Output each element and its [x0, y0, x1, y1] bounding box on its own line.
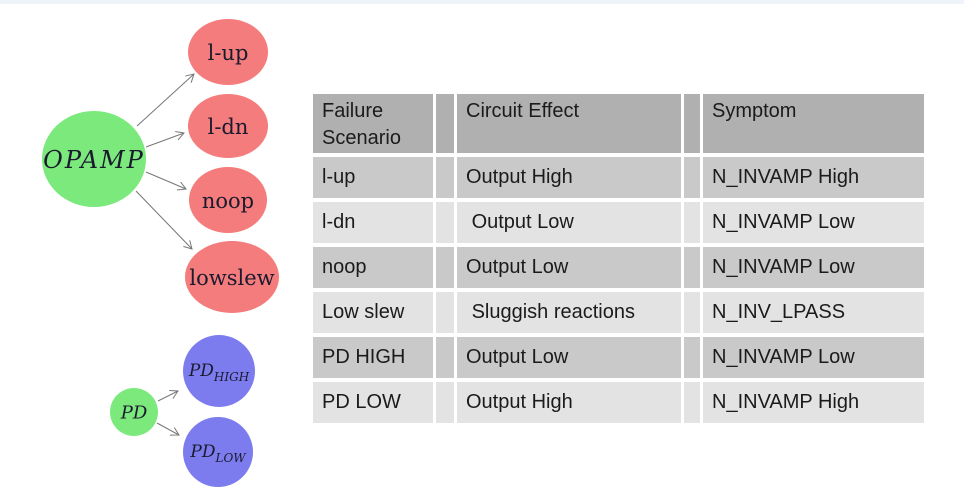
- spacer-cell: [436, 94, 454, 153]
- node-l-up: [188, 19, 268, 85]
- cell-symptom: N_INVAMP Low: [703, 202, 924, 243]
- node-pd-label: PD: [120, 403, 148, 424]
- node-l-dn: [188, 94, 268, 158]
- spacer-cell: [684, 382, 700, 423]
- node-lowslew-label: lowslew: [189, 266, 274, 290]
- edge-opamp-noop: [145, 171, 186, 189]
- spacer-cell: [684, 292, 700, 333]
- node-noop: [189, 167, 267, 233]
- node-pd-high-label: PDHIGH: [188, 361, 250, 384]
- col-header-circuit-effect: Circuit Effect: [457, 94, 681, 153]
- cell-symptom: N_INV_LPASS: [703, 292, 924, 333]
- node-l-dn-label: l-dn: [208, 115, 249, 139]
- spacer-cell: [684, 202, 700, 243]
- cell-symptom: N_INVAMP Low: [703, 337, 924, 378]
- cell-effect: Output Low: [457, 337, 681, 378]
- node-noop-label: noop: [202, 189, 254, 213]
- spacer-cell: [436, 157, 454, 198]
- pd-high-main: PD: [188, 361, 214, 381]
- spacer-cell: [436, 292, 454, 333]
- spacer-cell: [436, 247, 454, 288]
- node-pd-low: [183, 417, 253, 487]
- pd-tree: PD PDHIGH PDLOW: [110, 335, 255, 487]
- edge-opamp-lowslew: [135, 190, 192, 249]
- cell-symptom: N_INVAMP High: [703, 157, 924, 198]
- col-header-symptom: Symptom: [703, 94, 924, 153]
- cell-scenario: Low slew: [313, 292, 433, 333]
- cell-scenario: l-up: [313, 157, 433, 198]
- cell-symptom: N_INVAMP High: [703, 382, 924, 423]
- col-header-failure-scenario: Failure Scenario: [313, 94, 433, 153]
- spacer-cell: [684, 157, 700, 198]
- node-pd-low-label: PDLOW: [189, 442, 247, 465]
- opamp-tree: OPAMP l-up l-dn noop lowslew: [42, 19, 279, 313]
- cell-symptom: N_INVAMP Low: [703, 247, 924, 288]
- edge-pd-pdhigh: [157, 391, 178, 402]
- pd-low-subscript: LOW: [214, 451, 247, 465]
- node-lowslew: [185, 241, 279, 313]
- node-l-up-label: l-up: [208, 41, 249, 65]
- cell-scenario: noop: [313, 247, 433, 288]
- cell-effect: Output High: [457, 382, 681, 423]
- cell-effect: Output High: [457, 157, 681, 198]
- cell-scenario: PD HIGH: [313, 337, 433, 378]
- edge-pd-pdlow: [156, 422, 179, 435]
- cell-effect: Output Low: [457, 247, 681, 288]
- edge-opamp-lup: [136, 74, 194, 127]
- spacer-cell: [684, 247, 700, 288]
- cell-effect: Sluggish reactions: [457, 292, 681, 333]
- spacer-cell: [436, 202, 454, 243]
- node-pd: [110, 388, 158, 436]
- spacer-cell: [436, 382, 454, 423]
- node-opamp: [42, 111, 146, 207]
- window-top-edge: [0, 0, 964, 4]
- pd-low-main: PD: [189, 442, 215, 462]
- node-pd-high: [183, 335, 255, 407]
- spacer-cell: [684, 94, 700, 153]
- failure-scenario-table: Failure Scenario Circuit Effect Symptom …: [313, 94, 924, 423]
- spacer-cell: [684, 337, 700, 378]
- pd-high-subscript: HIGH: [213, 370, 250, 384]
- edge-opamp-ldn: [145, 133, 184, 148]
- node-opamp-label: OPAMP: [43, 146, 145, 174]
- spacer-cell: [436, 337, 454, 378]
- fault-tree-diagram: OPAMP l-up l-dn noop lowslew PD PDHIGH P…: [42, 19, 279, 487]
- cell-effect: Output Low: [457, 202, 681, 243]
- cell-scenario: l-dn: [313, 202, 433, 243]
- cell-scenario: PD LOW: [313, 382, 433, 423]
